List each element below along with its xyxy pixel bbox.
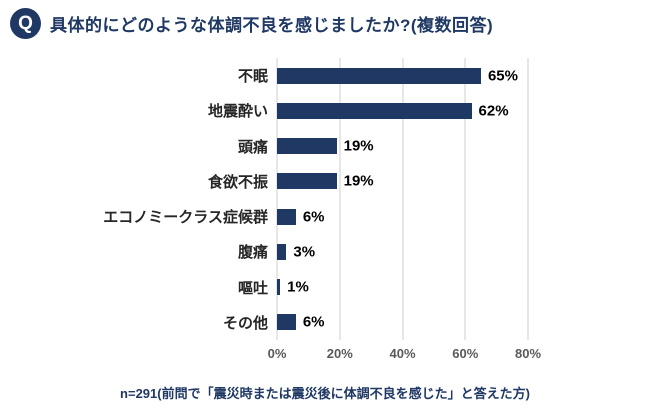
value-label: 65% bbox=[487, 67, 518, 85]
bar bbox=[277, 102, 472, 119]
gridline bbox=[464, 58, 466, 340]
x-tick-label: 20% bbox=[326, 346, 353, 361]
category-label: 地震酔い bbox=[207, 103, 268, 121]
bar-track: 19% bbox=[277, 172, 650, 190]
chart-row: 頭痛 19% bbox=[0, 129, 650, 164]
bar bbox=[277, 314, 296, 331]
chart-row: 嘔吐 1% bbox=[0, 270, 650, 305]
category-label: エコノミークラス症候群 bbox=[103, 209, 268, 227]
bar-track: 19% bbox=[277, 137, 650, 155]
category-label: 腹痛 bbox=[237, 244, 268, 262]
value-label: 1% bbox=[287, 278, 309, 296]
gridline bbox=[339, 58, 341, 340]
chart-row: 腹痛 3% bbox=[0, 234, 650, 269]
x-tick-label: 60% bbox=[452, 346, 479, 361]
category-label: 不眠 bbox=[237, 68, 268, 86]
x-tick-label: 0% bbox=[267, 346, 287, 361]
category-label: その他 bbox=[222, 314, 268, 332]
value-label: 6% bbox=[302, 208, 325, 226]
bar-track: 3% bbox=[277, 243, 650, 261]
bar bbox=[277, 138, 337, 155]
bar bbox=[277, 173, 337, 190]
value-label: 19% bbox=[343, 137, 374, 155]
value-label: 3% bbox=[293, 243, 316, 261]
bar-chart: 不眠 65% 地震酔い 62% 頭痛 19% 食欲不振 19% エコノミークラス症候群 6% 腹痛 3… bbox=[0, 58, 650, 368]
value-label: 19% bbox=[343, 172, 374, 190]
gridline bbox=[527, 58, 529, 340]
chart-row: 食欲不振 19% bbox=[0, 164, 650, 199]
x-tick-label: 40% bbox=[389, 346, 416, 361]
gridlines bbox=[276, 58, 529, 340]
footnote: n=291(前問で「震災時または震災後に体調不良を感じた」と答えた方) bbox=[120, 386, 530, 401]
bar bbox=[277, 279, 281, 296]
bar-track: 6% bbox=[277, 313, 650, 331]
chart-header: Q 具体的にどのような体調不良を感じましたか?(複数回答) bbox=[10, 8, 644, 39]
bar-track: 6% bbox=[277, 208, 650, 226]
x-tick-label: 80% bbox=[514, 346, 542, 361]
bar-track: 1% bbox=[277, 278, 650, 296]
question-badge-letter: Q bbox=[18, 12, 33, 34]
page-title: 具体的にどのような体調不良を感じましたか?(複数回答) bbox=[50, 16, 494, 35]
value-label: 62% bbox=[478, 102, 509, 120]
category-label: 食欲不振 bbox=[207, 173, 268, 191]
gridline bbox=[276, 58, 278, 340]
gridline bbox=[402, 58, 403, 340]
bar bbox=[277, 208, 296, 225]
bar-track: 65% bbox=[277, 67, 650, 85]
bar bbox=[277, 67, 481, 84]
bar bbox=[277, 243, 287, 260]
chart-row: その他 6% bbox=[0, 305, 650, 340]
category-label: 嘔吐 bbox=[237, 279, 268, 297]
chart-row: 不眠 65% bbox=[0, 58, 650, 93]
x-axis: 0% 20% 40% 60% 80% bbox=[0, 346, 650, 368]
chart-rows: 不眠 65% 地震酔い 62% 頭痛 19% 食欲不振 19% エコノミークラス症候群 6% 腹痛 3… bbox=[0, 58, 650, 340]
bar-track: 62% bbox=[277, 102, 650, 120]
category-label: 頭痛 bbox=[237, 138, 268, 156]
chart-row: エコノミークラス症候群 6% bbox=[0, 199, 650, 234]
chart-row: 地震酔い 62% bbox=[0, 93, 650, 128]
value-label: 6% bbox=[302, 313, 325, 331]
question-badge-icon: Q bbox=[10, 8, 41, 39]
